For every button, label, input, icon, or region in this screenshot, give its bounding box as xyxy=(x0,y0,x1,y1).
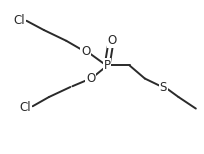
Text: Cl: Cl xyxy=(20,101,31,113)
Text: O: O xyxy=(108,34,117,47)
Text: S: S xyxy=(160,81,167,93)
Text: P: P xyxy=(104,59,111,72)
Text: O: O xyxy=(86,72,95,85)
Text: O: O xyxy=(81,45,90,58)
Text: Cl: Cl xyxy=(14,14,25,26)
